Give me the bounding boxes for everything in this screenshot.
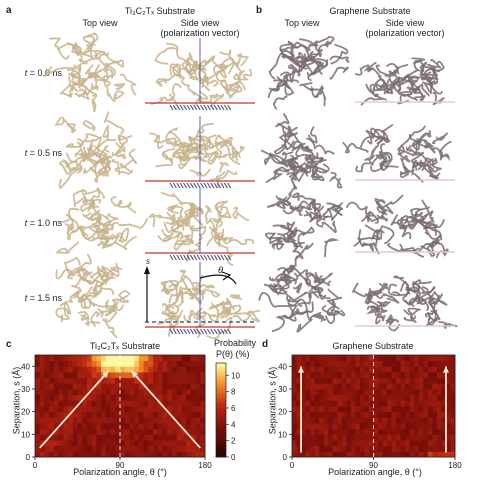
panel-d-letter: d <box>262 339 269 350</box>
snapshot-gr-side-0 <box>355 57 455 106</box>
polarization-sketch <box>144 266 255 323</box>
snapshot-ti-side-1 <box>145 116 255 189</box>
panel-b-letter: b <box>256 5 263 16</box>
colorbar-label-1: Probability <box>214 338 257 348</box>
snapshot-gr-side-3 <box>352 275 458 332</box>
snapshot-ti-top-2 <box>55 187 148 254</box>
x-tick-label: 180 <box>448 461 462 470</box>
chart-c-ylabel: Separation, s (Å) <box>11 366 22 435</box>
trend-arrow-0 <box>39 370 110 449</box>
colorbar-tick-label: 6 <box>231 404 236 413</box>
panel-a-col-top: Top view <box>82 18 118 28</box>
axis-s-label: s <box>146 257 150 266</box>
colorbar-tick-label: 10 <box>231 371 240 380</box>
y-tick-label: 20 <box>278 408 287 417</box>
snapshot-ti-top-0 <box>43 32 137 113</box>
x-tick-label: 0 <box>33 461 38 470</box>
snapshot-gr-side-2 <box>346 194 455 259</box>
y-tick-label: 40 <box>278 362 287 371</box>
x-tick-label: 90 <box>116 461 125 470</box>
snapshot-ti-top-3 <box>55 253 131 339</box>
row-label-0: t = 0.0 ns <box>24 68 62 78</box>
panel-a-title: Ti₃C₂Tₓ Substrate <box>124 6 196 16</box>
panel-b-col-top: Top view <box>284 18 320 28</box>
trend-arrow-1 <box>442 366 449 453</box>
y-tick-label: 0 <box>283 453 288 462</box>
colorbar-tick-label: 0 <box>231 453 236 462</box>
snapshot-gr-side-1 <box>342 124 455 183</box>
snapshot-grid <box>43 32 458 340</box>
panel-b-title: Graphene Substrate <box>329 6 411 16</box>
axis-theta-label: θ <box>218 265 223 275</box>
trend-arrow-1 <box>130 370 201 449</box>
panel-a-col-side-2: (polarization vector) <box>160 28 240 38</box>
panel-b-col-side-1: Side view <box>385 18 425 28</box>
chart-c-title: Ti₃C₂Tₓ Substrate <box>89 341 161 351</box>
x-tick-label: 180 <box>198 461 212 470</box>
snapshot-ti-side-0 <box>145 38 255 111</box>
snapshot-ti-side-3 <box>145 262 261 340</box>
row-label-2: t = 1.0 ns <box>24 218 62 228</box>
y-tick-label: 10 <box>278 430 287 439</box>
chart-c-xlabel: Polarization angle, θ (°) <box>73 467 167 477</box>
colorbar-tick-label: 2 <box>231 437 236 446</box>
y-tick-label: 10 <box>21 430 30 439</box>
chart-d-xlabel: Polarization angle, θ (°) <box>328 467 422 477</box>
heatmap-d: 0 90 180 0 10 20 30 40 <box>278 354 462 470</box>
x-tick-label: 0 <box>290 461 295 470</box>
panel-c-letter: c <box>6 339 12 350</box>
colorbar-label-2: P(θ) (%) <box>216 349 250 359</box>
colorbar: 0 2 4 6 8 10 <box>215 362 240 462</box>
snapshot-ti-top-1 <box>54 111 138 190</box>
row-label-3: t = 1.5 ns <box>24 293 62 303</box>
snapshot-gr-top-1 <box>260 113 343 190</box>
snapshot-ti-side-2 <box>145 188 255 266</box>
chart-d-title: Graphene Substrate <box>332 341 414 351</box>
row-label-1: t = 0.5 ns <box>24 148 62 158</box>
panel-a-letter: a <box>6 5 12 16</box>
snapshot-gr-top-2 <box>264 185 344 267</box>
chart-d-ylabel: Separation, s (Å) <box>267 366 278 435</box>
snapshot-gr-top-0 <box>267 36 350 110</box>
panel-b-col-side-2: (polarization vector) <box>365 28 445 38</box>
y-tick-label: 40 <box>21 362 30 371</box>
panel-a-col-side-1: Side view <box>180 18 220 28</box>
x-tick-label: 90 <box>369 461 378 470</box>
y-tick-label: 30 <box>21 385 30 394</box>
y-tick-label: 30 <box>278 385 287 394</box>
colorbar-tick-label: 8 <box>231 388 236 397</box>
colorbar-tick-label: 4 <box>231 420 236 429</box>
trend-arrow-0 <box>298 366 305 453</box>
snapshot-gr-top-3 <box>258 264 346 333</box>
y-tick-label: 0 <box>26 453 31 462</box>
y-tick-label: 20 <box>21 408 30 417</box>
heatmap-c: 0 90 180 0 10 20 30 40 <box>21 354 212 470</box>
